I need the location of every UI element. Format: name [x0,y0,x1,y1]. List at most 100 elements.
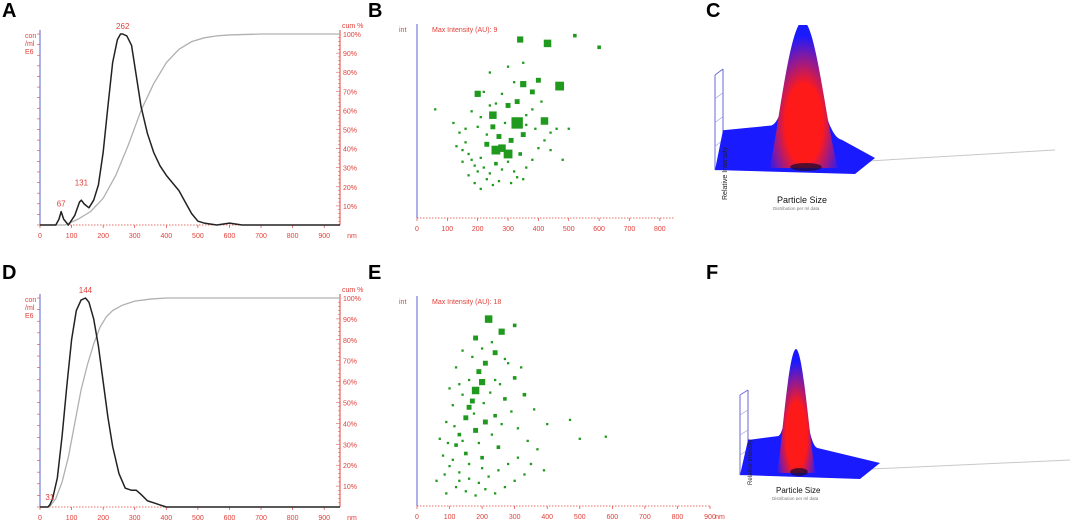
scatter-chart-b: int Max Intensity (AU): 9 0 100 200 300 400 500… [399,24,675,233]
scatter-point [490,124,496,130]
scatter-point [543,139,546,142]
scatter-point [484,315,493,323]
cum-tick-label: 10% [343,484,357,491]
scatter-point [471,355,474,359]
panel-label-f: F [706,262,719,284]
peak-label: 262 [116,22,130,31]
scatter-point [488,172,491,175]
scatter-point [507,462,510,466]
scatter-point [454,443,458,447]
scatter-point [497,179,501,183]
scatter-point [476,125,479,128]
scatter-point [488,71,491,74]
scatter-point [491,183,495,187]
x-tick-label: 300 [129,515,141,522]
cum-tick-label: 20% [343,463,357,470]
scatter-point [493,413,497,418]
scatter-point [461,349,464,352]
scatter-point [507,362,510,365]
surface-peak-shadow [790,468,808,476]
scatter-point [497,469,500,472]
scatter-point [508,137,514,143]
scatter-point [464,490,467,493]
scatter-point [479,379,486,386]
cum-tick-label: 10% [343,204,357,211]
scatter-point [448,387,451,390]
x-axis-unit: nm [347,233,357,240]
cum-tick-label: 70% [343,359,357,366]
cum-tick-label: 60% [343,380,357,387]
scatter-point [463,415,469,421]
scatter-point [500,422,503,426]
scatter-point [491,145,501,155]
scatter-point [476,369,482,375]
x-tick-label: 300 [509,514,521,521]
scatter-point [472,412,476,415]
x-axis-unit: nm [347,515,357,522]
scatter-point [435,479,438,482]
cum-tick-label: 30% [343,442,357,449]
scatter-point [482,166,485,169]
scatter-point [503,357,507,361]
x-tick-label: 600 [606,514,618,521]
x-axis-sublabel: Distribution per ml data [773,206,820,211]
scatter-point [520,366,523,369]
surface-chart-f: Relative Intensity Particle SizeDistribut… [739,349,1071,500]
x-tick-label: 0 [38,515,42,522]
y-axis-label: /ml [25,41,35,48]
cum-tick-label: 100% [343,296,361,303]
z-grid-line [714,116,724,123]
cum-tick-label: 90% [343,317,357,324]
scatter-point [520,81,527,88]
x-tick-label: 400 [160,515,172,522]
scatter-point [496,134,502,139]
scatter-point [454,366,458,369]
scatter-point [505,103,511,108]
scatter-point [480,455,484,460]
scatter-point [517,36,524,43]
scatter-point [537,147,540,150]
scatter-point [492,350,498,356]
scatter-point [494,161,498,166]
scatter-point [503,149,513,159]
y-axis-label: con [25,33,36,40]
scatter-point [480,467,484,470]
scatter-point [474,90,481,97]
scatter-chart-e: int Max Intensity (AU): 18 0 100 200 300 400 50… [399,296,725,521]
scatter-point [534,127,537,130]
scatter-point [567,127,570,130]
scatter-point [484,488,487,491]
scatter-point [490,433,494,436]
scatter-point [467,378,471,382]
scatter-point [526,439,529,443]
scatter-point [493,492,497,495]
scatter-point [514,99,520,105]
x-tick-label: 100 [66,515,78,522]
x-tick-label: 700 [639,514,651,521]
distribution-curve [40,297,340,508]
scatter-point [529,462,533,466]
x-axis-label: Particle Size [777,195,827,205]
scatter-point [604,435,607,438]
scatter-point [512,376,517,380]
scatter-point [522,61,525,64]
y-axis-label: int [399,299,406,306]
scatter-point [498,144,506,152]
x-tick-label: 200 [97,515,109,522]
scatter-point [512,323,517,328]
x-tick-label: 0 [38,233,42,240]
scatter-point [480,347,484,350]
scatter-point [493,378,497,382]
x-tick-label: 900 [318,233,330,240]
scatter-point [531,158,534,161]
scatter-point [473,164,476,167]
peak-label: 144 [79,286,93,295]
scatter-point [479,156,482,160]
panel-label-b: B [368,0,383,22]
scatter-point [489,391,492,394]
z-grid-line [714,92,724,99]
scatter-point [479,187,482,191]
scatter-point [512,170,516,173]
scatter-point [441,454,445,457]
